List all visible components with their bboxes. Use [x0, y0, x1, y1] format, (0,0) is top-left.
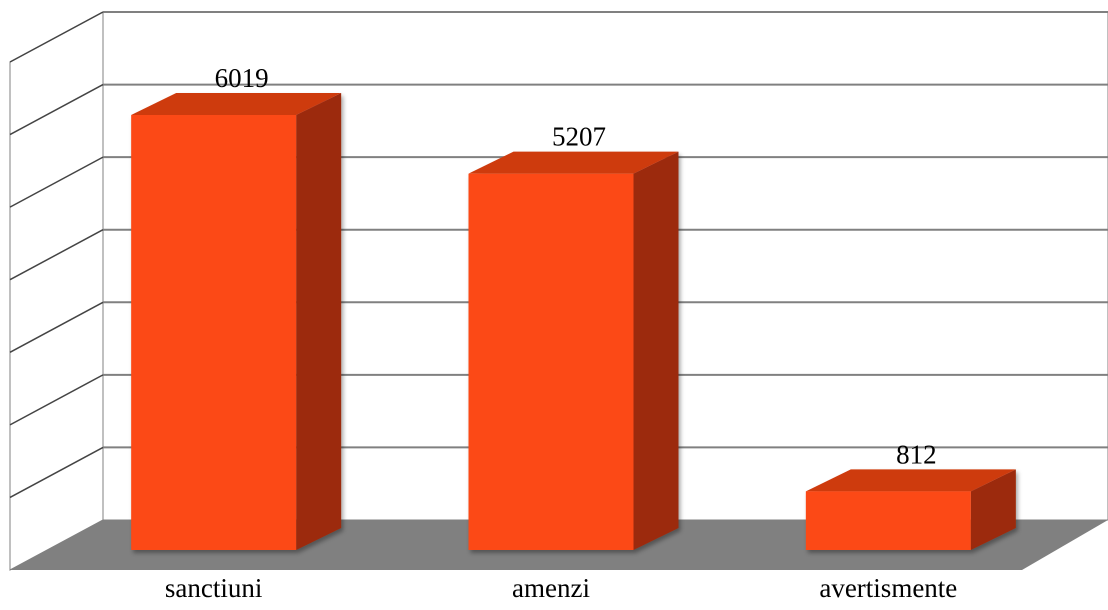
bar-front: [131, 115, 297, 550]
bar-avertismente: [805, 469, 1016, 550]
side-gridline: [9, 156, 104, 208]
data-label: 5207: [552, 122, 606, 152]
category-label: avertismente: [819, 573, 957, 603]
bar-front: [468, 173, 634, 550]
side-gridline: [9, 83, 104, 136]
category-label: sanctiuni: [165, 573, 262, 603]
bar-top: [131, 93, 342, 115]
side-gridline: [9, 229, 104, 281]
side-wall: [9, 11, 104, 571]
side-gridline: [9, 11, 104, 63]
category-label: amenzi: [512, 573, 590, 603]
data-label: 6019: [215, 63, 269, 93]
side-gridline: [9, 301, 104, 353]
bar-side: [970, 469, 1016, 550]
bar-amenzi: [468, 151, 679, 550]
category-labels: sanctiuni amenzi avertismente: [165, 573, 957, 603]
side-gridline: [9, 446, 104, 499]
data-labels: 6019 5207 812: [215, 63, 937, 469]
bars: [131, 93, 1016, 550]
bar-side: [633, 151, 679, 550]
bar-sanctiuni: [131, 93, 342, 550]
data-label: 812: [896, 439, 937, 469]
bar-top: [468, 151, 679, 174]
side-gridline: [9, 374, 104, 426]
bar-side: [296, 93, 342, 550]
bar-front: [805, 491, 971, 550]
bar-top: [805, 469, 1016, 492]
